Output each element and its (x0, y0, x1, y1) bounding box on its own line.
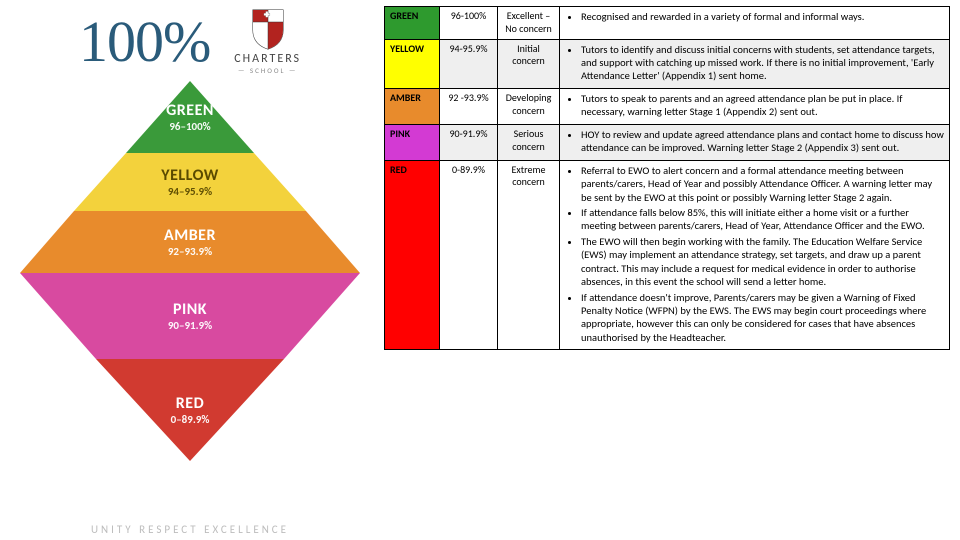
detail-list: HOY to review and update agreed attendan… (565, 128, 944, 155)
detail-item: Referral to EWO to alert concern and a f… (581, 164, 944, 204)
detail-cell: Tutors to identify and discuss initial c… (560, 39, 950, 88)
range-cell: 0-89.9% (440, 160, 498, 350)
table-row: YELLOW94-95.9%Initial concern Tutors to i… (385, 39, 950, 88)
diamond-band-amber: AMBER92–93.9% (20, 211, 360, 273)
band-range: 0–89.9% (171, 413, 210, 426)
band-name: GREEN (166, 101, 214, 120)
band-range: 92–93.9% (168, 245, 212, 258)
detail-item: HOY to review and update agreed attendan… (581, 128, 944, 155)
band-range: 90–91.9% (168, 319, 212, 332)
level-cell: Serious concern (498, 124, 560, 160)
level-cell: Developing concern (498, 88, 560, 124)
attendance-diamond: GREEN96–100%YELLOW94–95.9%AMBER92–93.9%P… (20, 81, 360, 461)
title-row: 100% CHARTERS — SCHOOL — (0, 8, 380, 75)
shield-icon (250, 8, 286, 50)
detail-item: The EWO will then begin working with the… (581, 235, 944, 289)
detail-cell: Referral to EWO to alert concern and a f… (560, 160, 950, 350)
detail-list: Tutors to speak to parents and an agreed… (565, 92, 944, 119)
table-row: PINK90-91.9%Serious concern HOY to review… (385, 124, 950, 160)
detail-item: Recognised and rewarded in a variety of … (581, 10, 944, 23)
detail-list: Referral to EWO to alert concern and a f… (565, 164, 944, 345)
school-logo: CHARTERS — SCHOOL — (234, 8, 301, 75)
band-name: YELLOW (161, 166, 219, 185)
band-range: 96–100% (169, 120, 210, 133)
detail-cell: HOY to review and update agreed attendan… (560, 124, 950, 160)
level-cell: Extreme concern (498, 160, 560, 350)
category-cell: GREEN (385, 7, 440, 40)
logo-name: CHARTERS (234, 52, 301, 66)
level-cell: Excellent – No concern (498, 7, 560, 40)
detail-cell: Tutors to speak to parents and an agreed… (560, 88, 950, 124)
band-range: 94–95.9% (168, 185, 212, 198)
right-panel: GREEN96-100%Excellent – No concern Recogn… (380, 0, 960, 540)
category-cell: RED (385, 160, 440, 350)
table-row: AMBER92 -93.9%Developing concern Tutors t… (385, 88, 950, 124)
motto: UNITY RESPECT EXCELLENCE (0, 523, 380, 536)
level-cell: Initial concern (498, 39, 560, 88)
range-cell: 92 -93.9% (440, 88, 498, 124)
range-cell: 94-95.9% (440, 39, 498, 88)
detail-item: Tutors to speak to parents and an agreed… (581, 92, 944, 119)
diamond-band-yellow: YELLOW94–95.9% (20, 153, 360, 211)
detail-list: Tutors to identify and discuss initial c… (565, 43, 944, 83)
detail-item: If attendance falls below 85%, this will… (581, 206, 944, 233)
category-cell: YELLOW (385, 39, 440, 88)
table-row: RED0-89.9%Extreme concern Referral to EWO… (385, 160, 950, 350)
attendance-table: GREEN96-100%Excellent – No concern Recogn… (384, 6, 950, 350)
detail-list: Recognised and rewarded in a variety of … (565, 10, 944, 23)
category-cell: PINK (385, 124, 440, 160)
logo-sub: — SCHOOL — (234, 66, 301, 75)
band-name: RED (176, 394, 204, 413)
diamond-band-green: GREEN96–100% (20, 81, 360, 153)
title-100: 100% (79, 8, 210, 75)
diamond-band-pink: PINK90–91.9% (20, 273, 360, 359)
detail-cell: Recognised and rewarded in a variety of … (560, 7, 950, 40)
category-cell: AMBER (385, 88, 440, 124)
band-name: PINK (173, 300, 207, 319)
detail-item: Tutors to identify and discuss initial c… (581, 43, 944, 83)
band-name: AMBER (164, 226, 216, 245)
table-row: GREEN96-100%Excellent – No concern Recogn… (385, 7, 950, 40)
diamond-band-red: RED0–89.9% (20, 359, 360, 461)
detail-item: If attendance doesn't improve, Parents/c… (581, 291, 944, 345)
range-cell: 90-91.9% (440, 124, 498, 160)
left-panel: 100% CHARTERS — SCHOOL — GREEN96–100%YEL… (0, 0, 380, 540)
range-cell: 96-100% (440, 7, 498, 40)
